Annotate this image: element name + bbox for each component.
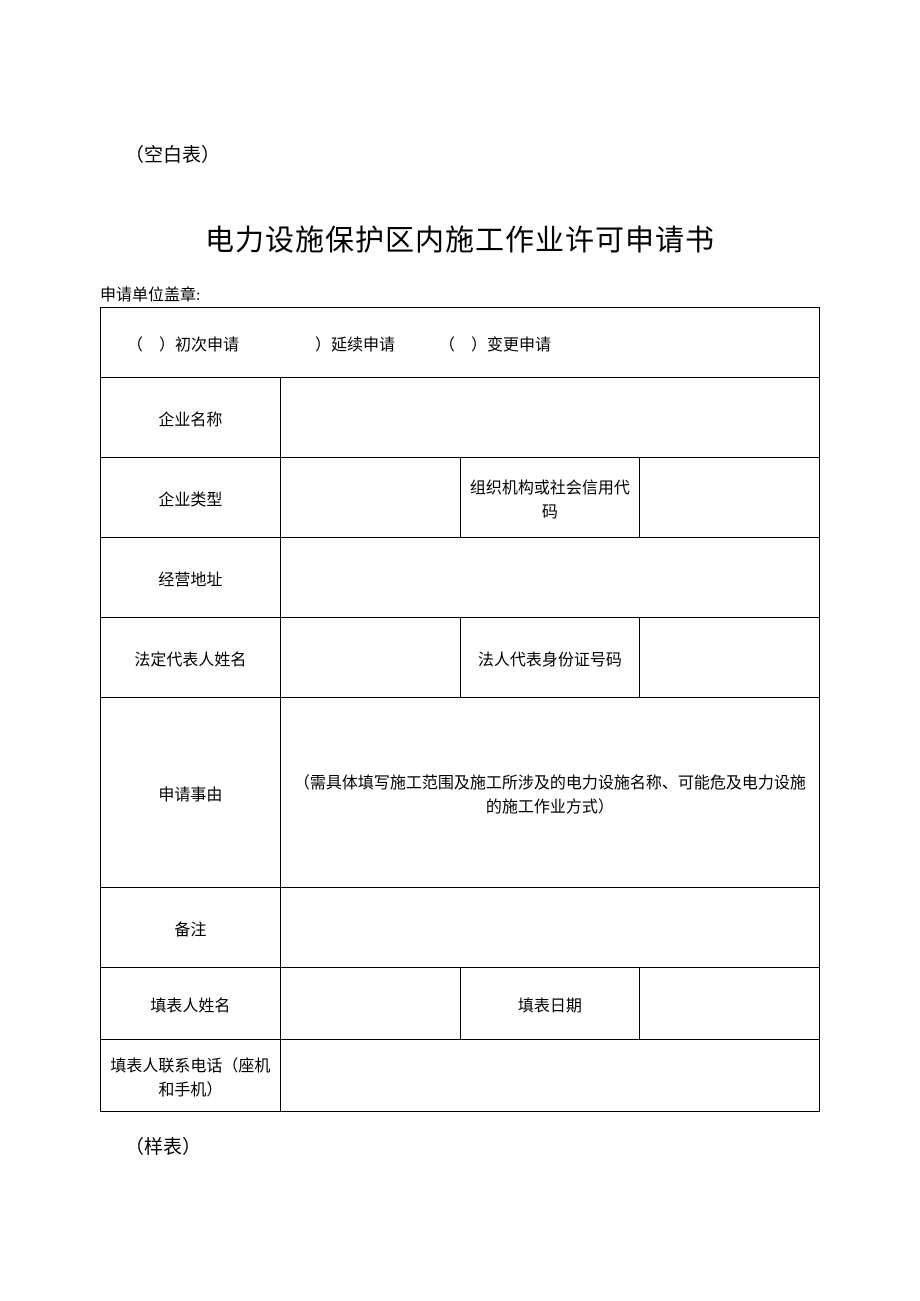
field-legal-rep-name[interactable] xyxy=(280,618,460,698)
label-company-name: 企业名称 xyxy=(101,378,281,458)
field-company-type[interactable] xyxy=(280,458,460,538)
seal-label: 申请单位盖章: xyxy=(100,281,820,305)
label-fill-date: 填表日期 xyxy=(460,968,640,1040)
label-legal-rep-id: 法人代表身份证号码 xyxy=(460,618,640,698)
label-org-code: 组织机构或社会信用代码 xyxy=(460,458,640,538)
blank-form-label: （空白表） xyxy=(125,140,820,167)
label-company-type: 企业类型 xyxy=(101,458,281,538)
field-fill-date[interactable] xyxy=(640,968,820,1040)
field-address[interactable] xyxy=(280,538,819,618)
field-application-reason[interactable]: （需具体填写施工范围及施工所涉及的电力设施名称、可能危及电力设施的施工作业方式） xyxy=(280,698,819,888)
checkbox-renewal-application[interactable]: ）延续申请 xyxy=(283,337,395,354)
label-address: 经营地址 xyxy=(101,538,281,618)
checkbox-change-application[interactable]: （ ）变更申请 xyxy=(439,337,551,354)
field-org-code[interactable] xyxy=(640,458,820,538)
label-remarks: 备注 xyxy=(101,888,281,968)
label-application-reason: 申请事由 xyxy=(101,698,281,888)
application-form-table: （ ）初次申请 ）延续申请 （ ）变更申请 企业名称 企业类型 组织机构或社会信… xyxy=(100,307,820,1112)
document-title: 电力设施保护区内施工作业许可申请书 xyxy=(100,217,820,259)
checkbox-first-application[interactable]: （ ）初次申请 xyxy=(127,337,239,354)
sample-form-label: （样表） xyxy=(125,1132,820,1159)
field-remarks[interactable] xyxy=(280,888,819,968)
label-legal-rep-name: 法定代表人姓名 xyxy=(101,618,281,698)
label-filler-phone: 填表人联系电话（座机和手机） xyxy=(101,1040,281,1112)
label-filler-name: 填表人姓名 xyxy=(101,968,281,1040)
field-filler-name[interactable] xyxy=(280,968,460,1040)
field-company-name[interactable] xyxy=(280,378,819,458)
application-type-checkboxes: （ ）初次申请 ）延续申请 （ ）变更申请 xyxy=(127,331,813,355)
field-filler-phone[interactable] xyxy=(280,1040,819,1112)
field-legal-rep-id[interactable] xyxy=(640,618,820,698)
